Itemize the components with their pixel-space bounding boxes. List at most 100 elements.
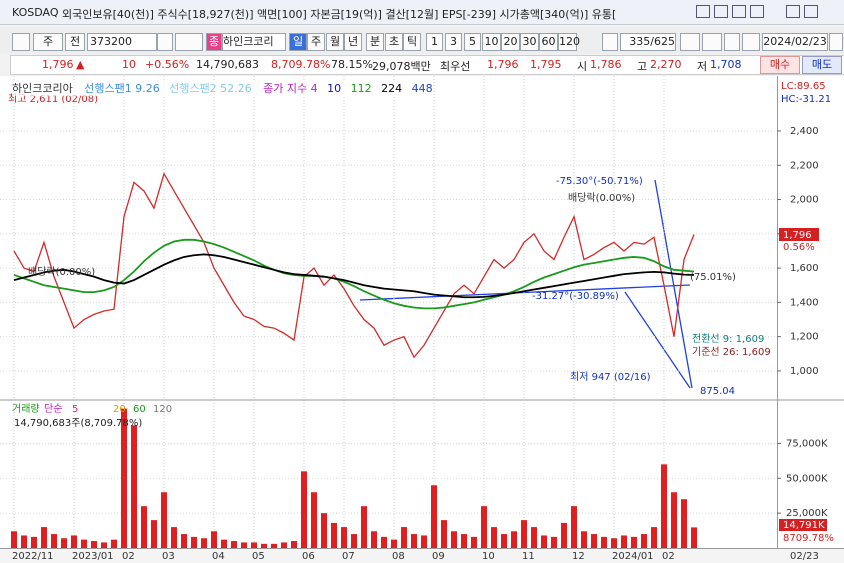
y-tick-label: 75,000K (786, 438, 828, 449)
period-button[interactable]: 주 (307, 33, 325, 51)
period-button[interactable]: 일 (289, 33, 307, 51)
volume-bar (61, 538, 67, 548)
volume-bar (591, 534, 597, 548)
period-button[interactable]: 30 (520, 33, 539, 51)
buy-button[interactable]: 매수 (760, 56, 800, 74)
sell-button[interactable]: 매도 (802, 56, 842, 74)
volume-bar (11, 531, 17, 548)
code-input[interactable]: 373200 (87, 33, 157, 51)
volume-bar (251, 542, 257, 548)
tool-icon[interactable] (680, 33, 700, 51)
adjust[interactable]: 전 (65, 33, 85, 51)
y-tick-label: 1,600 (790, 263, 819, 274)
period-button[interactable]: 60 (539, 33, 558, 51)
period-button[interactable]: 3 (445, 33, 462, 51)
volume-bar (521, 520, 527, 548)
volume-bar (571, 506, 577, 548)
date-input[interactable]: 2024/02/23 (762, 33, 828, 51)
period-button[interactable]: 120 (558, 33, 580, 51)
volume-bar (321, 513, 327, 548)
period-button[interactable]: 10 (482, 33, 501, 51)
period-button[interactable]: 1 (426, 33, 443, 51)
volume-legend: 단순 (44, 403, 62, 415)
volume-bar (221, 539, 227, 548)
price-tag-rate: 0.56% (783, 242, 815, 253)
volume-bar (101, 542, 107, 548)
annotation: 최저 947 (02/16) (570, 371, 651, 383)
volume-bar (231, 541, 237, 548)
volume-bar (141, 506, 147, 548)
volume-bar (341, 527, 347, 548)
volume-bar (161, 492, 167, 548)
stock-info: 외국인보유[40(천)] 주식수[18,927(천)] 액면[100] 자본금[… (62, 8, 617, 21)
tool-icon[interactable] (702, 33, 722, 51)
stock-name[interactable]: 하인크코리 (222, 33, 286, 51)
open: 1,786 (590, 58, 622, 71)
volume-bar (311, 492, 317, 548)
legend-item: 선행스팬1 9.26 (84, 82, 160, 95)
x-tick-label: 2023/01 (72, 551, 114, 562)
period-button[interactable]: 분 (366, 33, 384, 51)
x-tick-label: 10 (482, 551, 495, 562)
x-tick-label: 12 (572, 551, 585, 562)
volume-bar (391, 539, 397, 548)
save-icon[interactable] (724, 33, 740, 51)
price-tag-bg (779, 228, 819, 241)
price-line (13, 172, 695, 359)
volume-bar (151, 520, 157, 548)
price-axis-area (778, 76, 844, 548)
volume-bar (371, 531, 377, 548)
annotation: 기준선 26: 1,609 (692, 346, 771, 358)
volume-bar (271, 543, 277, 548)
period-button[interactable]: 틱 (403, 33, 421, 51)
y-tick-label: 50,000K (786, 473, 828, 484)
volume-legend: 60 (133, 404, 146, 415)
volume-bar (81, 539, 87, 548)
ask: 1,796 (487, 58, 519, 71)
chart-area (0, 76, 778, 548)
count[interactable]: 335/625 (620, 33, 676, 51)
annotation: (75.01%) (690, 272, 736, 283)
volume-bar (351, 534, 357, 548)
period-button[interactable]: 5 (464, 33, 481, 51)
change-rate: +0.56% (145, 58, 190, 71)
volume-bar (601, 536, 607, 548)
lc-indicator: LC:89.65 (781, 81, 826, 92)
low: 1,708 (710, 58, 742, 71)
x-axis-area (0, 548, 844, 563)
volume-bar (361, 506, 367, 548)
volume-bar (381, 536, 387, 548)
turnover: 78.15% (331, 58, 373, 71)
window-icons (696, 5, 841, 19)
x-tick-label: 02 (122, 551, 135, 562)
volume-bar (261, 543, 267, 548)
search-icon[interactable] (157, 33, 173, 51)
annotation: 배당락(0.00%) (28, 266, 95, 278)
hc-indicator: HC:-31.21 (781, 94, 831, 105)
volume-bar (661, 464, 667, 548)
price-legend: 하인크코리아 선행스팬1 9.26 선행스팬2 52.26 종가 지수 4 10… (12, 80, 433, 96)
calendar-icon[interactable] (829, 33, 843, 51)
search-type[interactable]: 종 (206, 33, 222, 51)
trend-line (359, 284, 691, 301)
period-type[interactable]: 주 (33, 33, 63, 51)
volume-bar (51, 534, 57, 548)
period-button[interactable]: 20 (501, 33, 520, 51)
period-button[interactable]: 초 (385, 33, 403, 51)
volume-bar (491, 527, 497, 548)
print-icon[interactable] (742, 33, 760, 51)
annotation: 최고 2,611 (02/08) (8, 93, 98, 105)
dropdown[interactable] (602, 33, 618, 51)
menu-button[interactable] (12, 33, 30, 51)
period-button[interactable]: 년 (344, 33, 362, 51)
volume-bar (421, 535, 427, 548)
volume-bar (91, 541, 97, 548)
period-button[interactable]: 월 (326, 33, 344, 51)
volume-legend: 20 (113, 404, 126, 415)
y-tick-label: 25,000K (786, 508, 828, 519)
legend-item: 448 (411, 82, 433, 95)
x-tick-label: 04 (212, 551, 225, 562)
moving-average (13, 253, 695, 299)
sound-icon[interactable] (175, 33, 203, 51)
volume-bar (41, 527, 47, 548)
